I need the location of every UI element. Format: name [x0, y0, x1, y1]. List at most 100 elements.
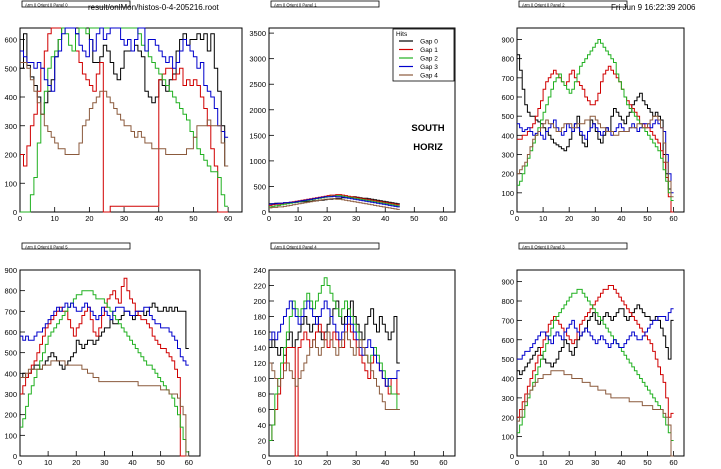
x-tick-label: 30 [591, 458, 599, 467]
x-tick-label: 60 [224, 214, 232, 223]
panel-title: Arm 0 Orient 0 Panel 4 [274, 244, 317, 249]
y-tick-label: 100 [4, 431, 17, 440]
x-tick-label: 30 [591, 214, 599, 223]
series-line-gap-4 [269, 331, 400, 410]
histogram-panel-3: Arm 0 Orient 0 Panel 5010020030040050060… [4, 242, 201, 467]
file-path-label: result/onlMon/histos-0-4-205216.root [88, 3, 219, 12]
y-tick-label: 500 [253, 182, 266, 191]
series-line-gap-3 [517, 308, 674, 360]
y-tick-label: 60 [258, 406, 266, 415]
plot-frame [19, 27, 243, 213]
y-tick-label: 0 [13, 208, 17, 217]
panel-title-box [21, 242, 131, 250]
x-tick-label: 30 [352, 214, 360, 223]
series-line-gap-2 [517, 39, 674, 201]
y-tick-label: 800 [501, 55, 514, 64]
y-tick-label: 600 [4, 36, 17, 45]
x-tick-label: 30 [352, 458, 360, 467]
y-tick-label: 900 [501, 36, 514, 45]
x-tick-label: 50 [189, 214, 197, 223]
histogram-panel-0: Arm 0 Orient 0 Panel 0010020030040050060… [4, 0, 243, 223]
y-tick-label: 240 [253, 266, 266, 275]
panel-title: Arm 0 Orient 0 Panel 0 [25, 2, 68, 7]
y-tick-label: 500 [501, 112, 514, 121]
legend-label: Gap 3 [420, 64, 438, 71]
y-tick-label: 120 [253, 359, 266, 368]
y-tick-label: 400 [501, 375, 514, 384]
y-tick-label: 300 [4, 122, 17, 131]
series-line-gap-0 [517, 54, 674, 213]
x-tick-label: 60 [669, 458, 677, 467]
y-tick-label: 600 [501, 93, 514, 102]
x-tick-label: 20 [85, 214, 93, 223]
x-tick-label: 40 [381, 214, 389, 223]
plot-frame [516, 269, 685, 457]
x-tick-label: 50 [643, 214, 651, 223]
legend-box [392, 28, 455, 82]
x-tick-label: 10 [539, 458, 547, 467]
x-tick-label: 0 [18, 214, 22, 223]
y-tick-label: 0 [510, 452, 514, 461]
y-tick-label: 200 [501, 170, 514, 179]
y-tick-label: 0 [262, 208, 266, 217]
x-tick-label: 40 [155, 214, 163, 223]
x-tick-label: 20 [565, 214, 573, 223]
panel-title: Arm 0 Orient 0 Panel 3 [522, 244, 565, 249]
histogram-panel-2: Arm 0 Orient 0 Panel 2010020030040050060… [501, 0, 685, 223]
panel-title: Arm 0 Orient 0 Panel 2 [522, 2, 565, 7]
x-tick-label: 0 [515, 458, 519, 467]
y-tick-label: 900 [4, 266, 17, 275]
y-tick-label: 0 [13, 452, 17, 461]
series-line-gap-4 [517, 115, 674, 198]
y-tick-label: 300 [4, 390, 17, 399]
y-tick-label: 700 [501, 74, 514, 83]
panel-title: Arm 0 Orient 0 Panel 1 [274, 2, 317, 7]
legend-label: Gap 1 [420, 47, 438, 54]
x-tick-label: 10 [44, 458, 52, 467]
series-line-gap-4 [269, 198, 400, 210]
y-tick-label: 1000 [249, 157, 266, 166]
x-tick-label: 10 [539, 214, 547, 223]
y-tick-label: 300 [501, 394, 514, 403]
y-tick-label: 80 [258, 390, 266, 399]
legend-label: Gap 0 [420, 39, 438, 46]
x-tick-label: 20 [323, 214, 331, 223]
y-tick-label: 200 [501, 413, 514, 422]
series-line-gap-4 [20, 360, 189, 457]
panel-title-box [518, 242, 628, 250]
x-tick-label: 20 [565, 458, 573, 467]
y-tick-label: 140 [253, 344, 266, 353]
x-tick-label: 40 [128, 458, 136, 467]
legend-title: Hits [396, 31, 408, 38]
x-tick-label: 50 [410, 458, 418, 467]
series-line-gap-3 [269, 195, 400, 208]
y-tick-label: 100 [501, 189, 514, 198]
y-tick-label: 2000 [249, 106, 266, 115]
y-tick-label: 20 [258, 437, 266, 446]
y-tick-label: 3500 [249, 29, 266, 38]
panel-title: Arm 0 Orient 0 Panel 5 [25, 244, 68, 249]
x-tick-label: 50 [410, 214, 418, 223]
y-tick-label: 100 [501, 433, 514, 442]
x-tick-label: 0 [267, 214, 271, 223]
y-tick-label: 600 [4, 328, 17, 337]
series-line-gap-3 [20, 302, 189, 366]
series-line-gap-4 [517, 370, 674, 457]
panel-title-box [518, 0, 628, 8]
y-tick-label: 220 [253, 282, 266, 291]
y-tick-label: 200 [253, 297, 266, 306]
y-tick-label: 40 [258, 421, 266, 430]
y-tick-label: 800 [4, 287, 17, 296]
plot-frame [19, 269, 201, 457]
x-tick-label: 0 [515, 214, 519, 223]
y-tick-label: 600 [501, 336, 514, 345]
series-line-gap-2 [269, 277, 400, 441]
y-tick-label: 500 [4, 64, 17, 73]
series-line-gap-4 [20, 62, 229, 167]
y-tick-label: 1500 [249, 131, 266, 140]
y-tick-label: 180 [253, 313, 266, 322]
y-tick-label: 300 [501, 151, 514, 160]
y-tick-label: 0 [262, 452, 266, 461]
series-line-gap-2 [517, 288, 674, 441]
